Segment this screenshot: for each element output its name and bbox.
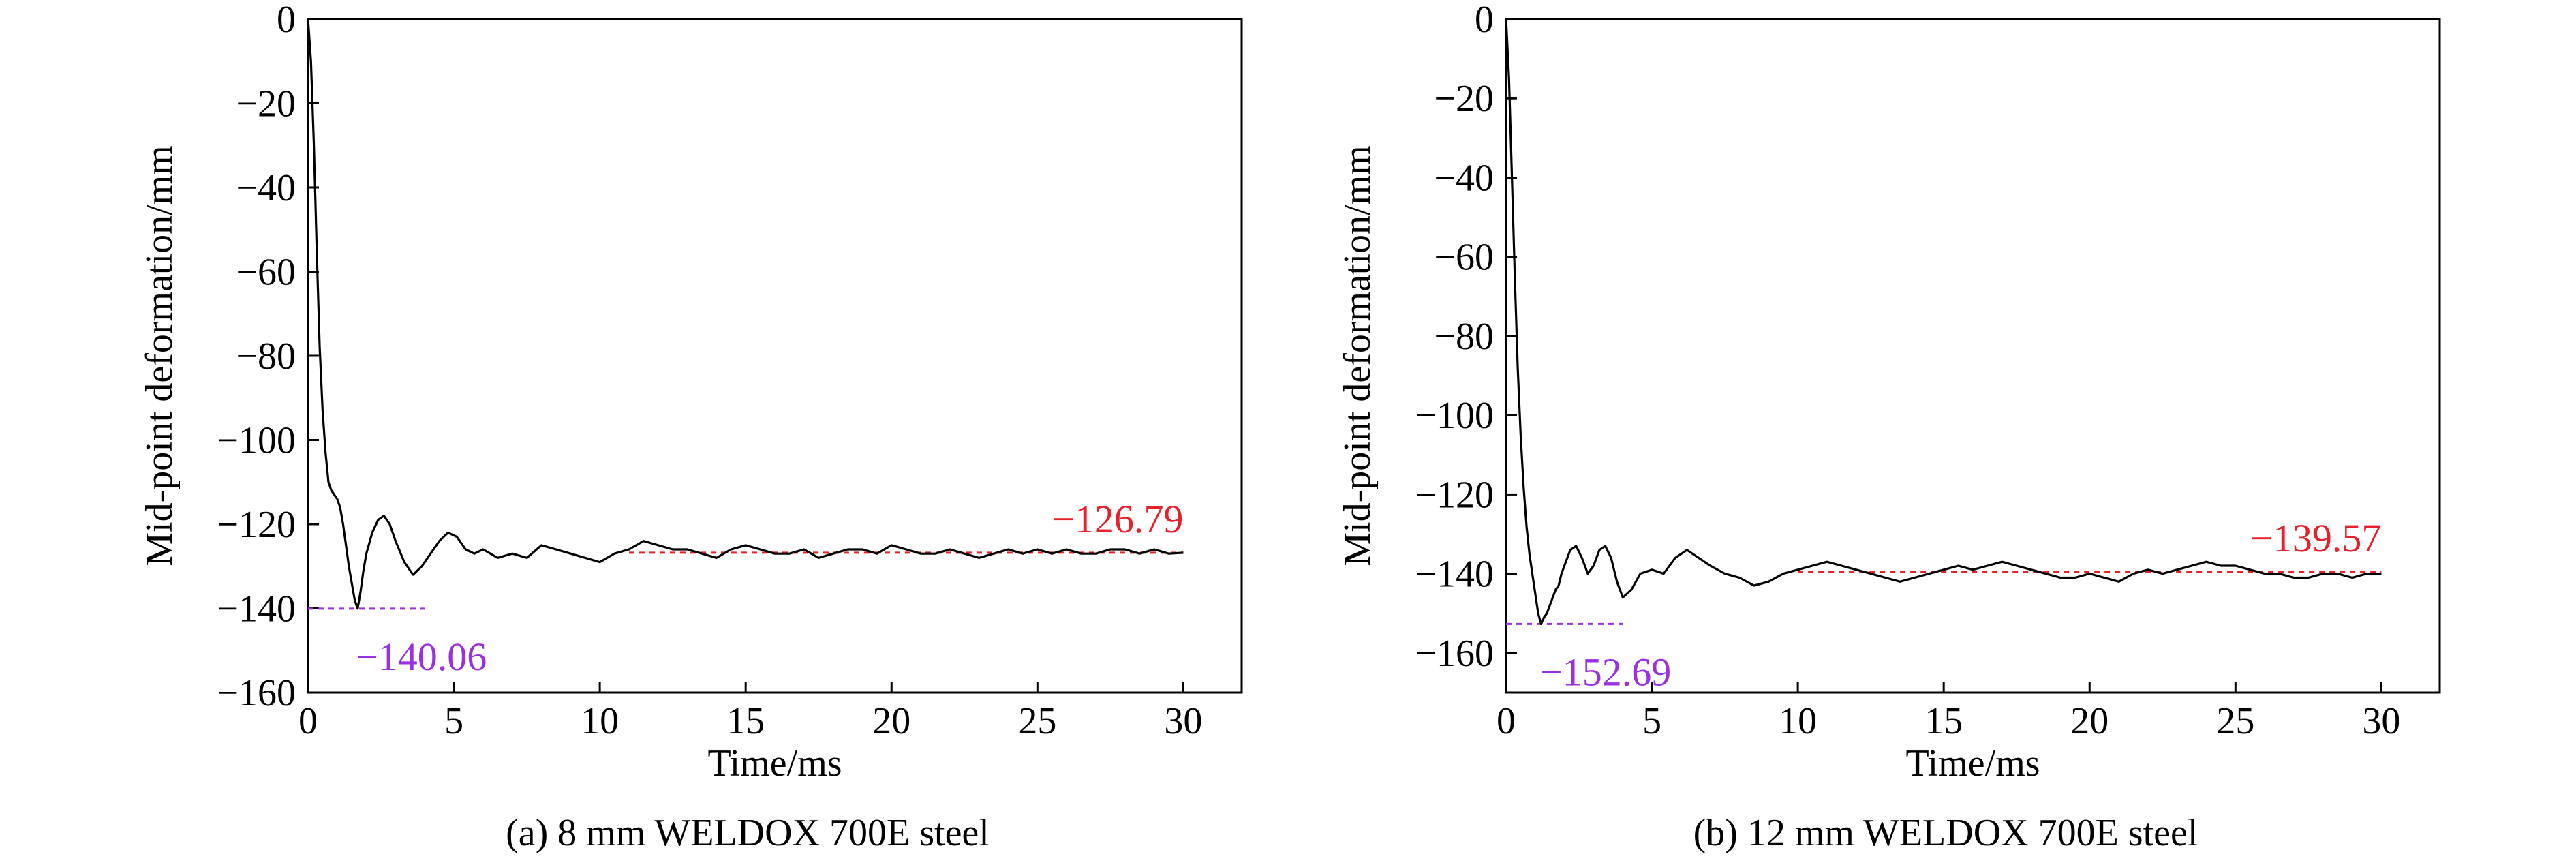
annotation-label: −139.57 <box>2250 516 2381 560</box>
chart-caption: (b) 12 mm WELDOX 700E steel <box>1693 812 2198 854</box>
series-lines <box>1505 18 2382 626</box>
y-axis-ticks: 0 −20 −40 −60 −80 −100 −120 −140 −160 <box>217 0 319 714</box>
series-line <box>307 18 1184 610</box>
y-tick-label: −120 <box>1415 474 1494 516</box>
y-tick-label: −140 <box>1415 553 1494 596</box>
x-tick-label: 30 <box>1164 700 1202 742</box>
reference-lines <box>1506 571 2382 625</box>
x-tick-label: 5 <box>1642 700 1661 742</box>
x-tick-label: 15 <box>726 700 765 742</box>
x-tick-label: 25 <box>1018 700 1056 742</box>
plot-frame <box>1505 18 2441 694</box>
y-tick-label: −20 <box>1434 78 1494 120</box>
annotation-label: −126.79 <box>1052 497 1183 541</box>
y-tick-label: −100 <box>1415 395 1494 437</box>
y-tick-label: −140 <box>217 588 296 631</box>
x-tick-label: 15 <box>1925 700 1963 742</box>
y-axis-label: Mid-point deformation/mm <box>138 145 181 566</box>
x-axis-label: Time/ms <box>1905 742 2040 785</box>
annotation-labels: −152.69 −139.57 <box>1540 516 2381 694</box>
y-tick-label: −80 <box>236 335 296 378</box>
x-axis-ticks: 0 5 10 15 20 25 30 <box>298 682 1202 742</box>
x-axis-ticks: 0 5 10 15 20 25 30 <box>1497 682 2400 742</box>
x-tick-label: 0 <box>298 700 318 742</box>
y-tick-label: −80 <box>1434 316 1494 358</box>
y-tick-label: −40 <box>236 167 296 209</box>
y-tick-label: −60 <box>1434 237 1494 279</box>
x-tick-label: 0 <box>1497 700 1516 742</box>
y-tick-label: −160 <box>217 672 296 714</box>
x-tick-label: 20 <box>2070 700 2109 742</box>
series-line <box>1505 18 2382 626</box>
plot-border <box>307 18 1243 694</box>
reference-lines <box>308 551 1184 610</box>
chart-panel-b: 0 −20 −40 −60 −80 −100 −120 −140 −160 0 5 10 15 20 25… <box>1336 0 2441 854</box>
y-tick-label: −120 <box>217 504 296 546</box>
series-lines <box>307 18 1184 610</box>
x-tick-label: 10 <box>1779 700 1817 742</box>
y-tick-label: 0 <box>277 0 296 41</box>
x-tick-label: 5 <box>444 700 463 742</box>
y-axis-label: Mid-point deformation/mm <box>1336 145 1379 566</box>
y-tick-label: 0 <box>1475 0 1494 41</box>
annotation-labels: −140.06 −126.79 <box>356 497 1183 679</box>
x-tick-label: 20 <box>872 700 910 742</box>
y-tick-label: −160 <box>1415 633 1494 675</box>
x-axis-label: Time/ms <box>707 742 842 785</box>
x-tick-label: 10 <box>581 700 619 742</box>
plot-frame <box>307 18 1243 694</box>
annotation-label: −140.06 <box>356 635 487 679</box>
y-tick-label: −40 <box>1434 157 1494 199</box>
x-tick-label: 30 <box>2362 700 2400 742</box>
chart-caption: (a) 8 mm WELDOX 700E steel <box>506 812 990 854</box>
y-tick-label: −60 <box>236 252 296 294</box>
y-axis-ticks: 0 −20 −40 −60 −80 −100 −120 −140 −160 <box>1415 0 1517 675</box>
y-tick-label: −20 <box>236 83 296 125</box>
plot-border <box>1505 18 2441 694</box>
x-tick-label: 25 <box>2216 700 2254 742</box>
chart-panel-a: 0 −20 −40 −60 −80 −100 −120 −140 −160 0 5 10 15 20 25… <box>138 0 1243 854</box>
y-tick-label: −100 <box>217 420 296 462</box>
annotation-label: −152.69 <box>1540 650 1671 694</box>
